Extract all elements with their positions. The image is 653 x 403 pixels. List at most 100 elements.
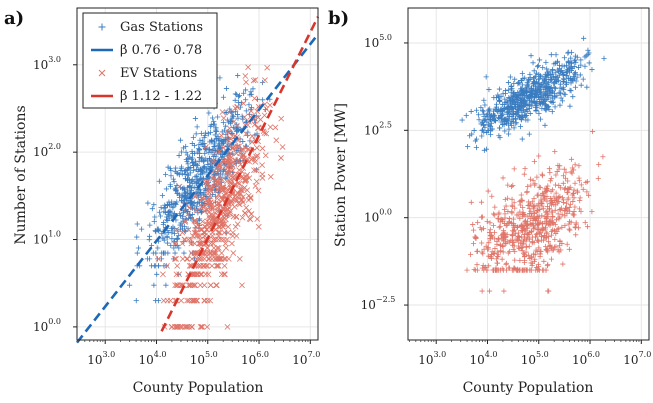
- scatter-point: [184, 324, 191, 330]
- scatter-point: [556, 90, 562, 96]
- scatter-point: [234, 103, 241, 110]
- scatter-point: [545, 72, 551, 78]
- scatter-point: [159, 231, 165, 237]
- scatter-point: [208, 164, 214, 170]
- x-tick-exponent: 3.0: [433, 350, 446, 359]
- scatter-point: [220, 115, 227, 122]
- scatter-point: [519, 70, 525, 76]
- scatter-point: [252, 120, 259, 126]
- x-tick-exponent: 6.0: [256, 350, 269, 359]
- scatter-point: [571, 187, 577, 193]
- scatter-point: [475, 219, 481, 225]
- scatter-point: [536, 76, 542, 82]
- scatter-point: [235, 115, 241, 121]
- scatter-point: [582, 54, 588, 60]
- scatter-point: [239, 154, 245, 161]
- scatter-point: [514, 267, 520, 273]
- scatter-point: [202, 271, 209, 278]
- scatter-point: [170, 224, 176, 230]
- scatter-point: [544, 66, 550, 72]
- scatter-point: [481, 97, 487, 103]
- scatter-point: [233, 150, 240, 157]
- scatter-point: [482, 124, 488, 130]
- scatter-point: [251, 95, 258, 102]
- scatter-point: [536, 110, 542, 117]
- scatter-point: [540, 64, 546, 71]
- scatter-point: [184, 211, 191, 218]
- scatter-point: [474, 262, 480, 268]
- scatter-point: [492, 112, 498, 118]
- scatter-point: [526, 252, 532, 258]
- scatter-point: [510, 239, 517, 245]
- scatter-point: [196, 256, 203, 262]
- scatter-point: [571, 212, 577, 218]
- scatter-point: [525, 81, 531, 87]
- scatter-point: [199, 170, 205, 176]
- scatter-point: [573, 221, 579, 227]
- scatter-point: [490, 223, 497, 229]
- scatter-point: [161, 205, 167, 211]
- scatter-point: [520, 205, 526, 211]
- scatter-point: [221, 271, 228, 278]
- scatter-point: [240, 138, 246, 145]
- scatter-point: [564, 241, 570, 247]
- scatter-point: [518, 223, 524, 229]
- scatter-point: [246, 208, 252, 214]
- series-ev-power: [464, 128, 606, 294]
- scatter-point: [523, 117, 529, 123]
- scatter-point: [189, 211, 195, 218]
- scatter-point: [252, 183, 259, 189]
- scatter-point: [572, 204, 578, 210]
- scatter-point: [577, 198, 583, 204]
- scatter-point: [529, 85, 535, 92]
- scatter-point: [562, 222, 568, 229]
- x-tick-label: 105.0: [521, 350, 549, 367]
- scatter-point: [561, 55, 567, 61]
- scatter-point: [530, 60, 536, 66]
- scatter-point: [167, 165, 173, 171]
- scatter-point: [189, 282, 196, 289]
- scatter-point: [531, 223, 537, 229]
- scatter-point: [547, 178, 553, 184]
- scatter-point: [179, 324, 185, 330]
- scatter-point: [151, 282, 157, 288]
- scatter-point: [511, 90, 517, 96]
- scatter-point: [216, 200, 223, 207]
- scatter-point: [525, 96, 531, 102]
- panel-a-x-label: County Population: [133, 380, 264, 396]
- scatter-point: [164, 297, 171, 304]
- scatter-point: [545, 288, 551, 294]
- scatter-point: [541, 258, 547, 264]
- scatter-point: [181, 194, 187, 200]
- scatter-point: [568, 67, 575, 74]
- scatter-point: [245, 192, 252, 199]
- scatter-point: [479, 288, 485, 294]
- scatter-point: [479, 265, 485, 271]
- scatter-point: [492, 212, 498, 218]
- scatter-point: [538, 81, 545, 87]
- scatter-point: [500, 243, 506, 250]
- scatter-point: [196, 154, 203, 161]
- scatter-point: [533, 70, 540, 76]
- scatter-point: [519, 197, 525, 203]
- scatter-point: [571, 195, 577, 201]
- scatter-point: [248, 108, 255, 114]
- scatter-point: [523, 249, 529, 255]
- scatter-point: [542, 224, 549, 230]
- scatter-point: [565, 185, 571, 192]
- scatter-point: [496, 211, 502, 217]
- scatter-point: [586, 60, 592, 66]
- scatter-point: [522, 219, 528, 225]
- scatter-point: [160, 271, 166, 278]
- scatter-point: [202, 133, 208, 139]
- scatter-point: [526, 131, 532, 137]
- scatter-point: [493, 107, 500, 113]
- scatter-point: [565, 49, 571, 55]
- scatter-point: [526, 76, 532, 83]
- scatter-point: [170, 205, 176, 211]
- scatter-point: [492, 117, 498, 123]
- scatter-point: [253, 167, 260, 174]
- scatter-point: [218, 250, 225, 256]
- scatter-point: [215, 143, 221, 149]
